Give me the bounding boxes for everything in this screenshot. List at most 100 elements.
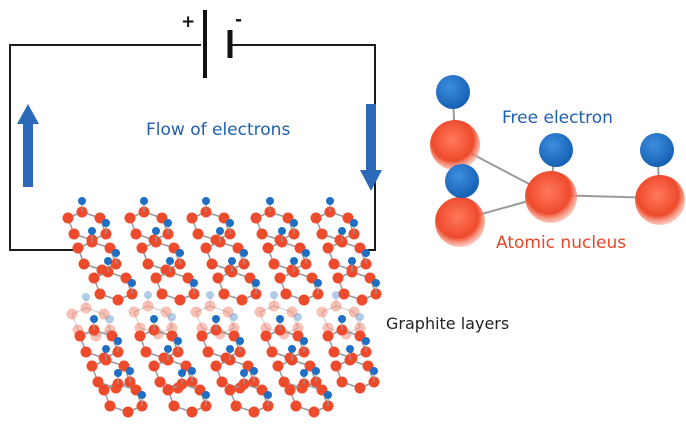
lattice-atom [284,384,296,396]
lattice-bond [353,311,361,329]
lattice-atom [338,288,350,300]
lattice-atom [112,294,124,306]
battery-plus-sign: + [181,12,196,32]
lattice-bond [259,305,275,313]
lattice-electron [266,197,274,205]
lattice-atom [228,322,240,334]
lattice-electron [202,197,210,205]
free-electron-label: Free electron [502,108,613,128]
lattice-electron [102,345,110,353]
circuit-wire-left [9,44,201,251]
lattice-atom [260,330,272,342]
lattice-electron [300,369,308,377]
lattice-bond [85,307,105,315]
lattice-atom [62,212,74,224]
lattice-electron [226,345,234,353]
lattice-bond [71,313,79,331]
lattice-atom [202,346,214,358]
lattice-atom [136,242,148,254]
lattice-atom [98,308,110,320]
lattice-electron [144,291,152,299]
lattice-electron [104,257,112,265]
lattice-atom [292,322,304,334]
lattice-electron [314,279,322,287]
lattice-atom [130,228,142,240]
lattice-atom [222,306,234,318]
lattice-electron [240,249,248,257]
lattice-atom [322,242,334,254]
lattice-electron [290,219,298,227]
lattice-bond [209,305,229,313]
lattice-atom [274,272,286,284]
lattice-bond [195,311,203,329]
lattice-electron [372,279,380,287]
lattice-atom [330,300,342,312]
lattice-bond [273,305,293,313]
lattice-electron [88,227,96,235]
lattice-bond [157,327,173,335]
electron [445,164,479,198]
lattice-electron [264,391,272,399]
lattice-atom [66,308,78,320]
lattice-electron [114,337,122,345]
lattice-electron [112,249,120,257]
lattice-bond [283,327,299,335]
lattice-electron [300,337,308,345]
lattice-atom [308,406,320,418]
lattice-atom [328,346,340,358]
lattice-electron [332,291,340,299]
lattice-atom [332,272,344,284]
lattice-atom [336,376,348,388]
lattice-electron [288,345,296,353]
lattice-atom [278,376,290,388]
lattice-bond [165,311,173,329]
lattice-atom [68,228,80,240]
lattice-atom [80,346,92,358]
lattice-electron [102,219,110,227]
lattice-electron [324,391,332,399]
lattice-atom [328,258,340,270]
lattice-atom [256,228,268,240]
lattice-bond [335,305,355,313]
lattice-bond [219,327,235,335]
lattice-atom [236,294,248,306]
lattice-atom [72,242,84,254]
lattice-electron [278,227,286,235]
lattice-electron [230,313,238,321]
lattice-electron [370,367,378,375]
lattice-electron [138,391,146,399]
lattice-electron [140,197,148,205]
lattice-atom [156,288,168,300]
lattice-atom [140,346,152,358]
lattice-electron [216,227,224,235]
nucleus [430,120,480,170]
lattice-atom [290,400,302,412]
lattice-bond [103,313,111,331]
lattice-atom [206,258,218,270]
lattice-atom [192,228,204,240]
lattice-atom [272,360,284,372]
lattice-electron [90,315,98,323]
lattice-electron [82,293,90,301]
lattice-atom [230,400,242,412]
lattice-atom [142,258,154,270]
lattice-electron [346,345,354,353]
lattice-atom [200,242,212,254]
lattice-atom [92,376,104,388]
lattice-atom [160,306,172,318]
electron [640,133,674,167]
lattice-electron [212,315,220,323]
lattice-bond [133,305,149,313]
lattice-atom [186,406,198,418]
lattice-electron [348,257,356,265]
lattice-electron [326,197,334,205]
lattice-electron [302,249,310,257]
lattice-atom [86,360,98,372]
up-arrow-icon [17,104,39,187]
lattice-electron [252,279,260,287]
battery-minus-sign: - [235,10,243,30]
lattice-electron [178,369,186,377]
lattice-bond [321,305,337,313]
lattice-bond [321,311,329,329]
